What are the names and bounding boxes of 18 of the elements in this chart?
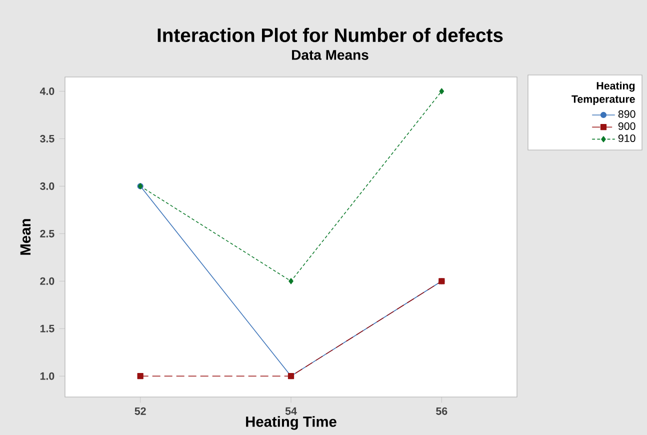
- legend-label: 890: [618, 110, 636, 118]
- y-tick-label: 2.5: [40, 230, 54, 238]
- x-tick-label: 52: [134, 407, 146, 415]
- legend-title: Heating Temperature: [572, 82, 635, 105]
- y-tick-label: 4.0: [40, 87, 54, 96]
- legend-label: 900: [618, 122, 636, 130]
- y-tick-label: 3.5: [40, 134, 54, 142]
- chart-subtitle: Data Means: [292, 50, 368, 60]
- x-tick-label: 54: [285, 407, 297, 415]
- legend-label: 910: [618, 134, 636, 142]
- x-axis-title: Heating Time: [246, 416, 336, 430]
- y-tick-label: 1.0: [40, 372, 54, 380]
- y-axis-title: Mean: [20, 219, 31, 255]
- y-tick-label: 1.5: [40, 324, 54, 332]
- y-tick-label: 2.0: [40, 277, 54, 285]
- x-tick-label: 56: [436, 407, 448, 415]
- chart-title: Interaction Plot for Number of defects: [158, 28, 503, 42]
- y-tick-label: 3.0: [40, 182, 54, 190]
